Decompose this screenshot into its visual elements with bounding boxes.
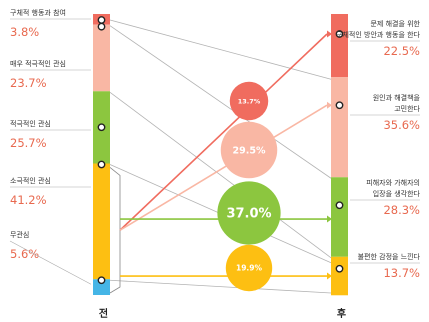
flow-arrowhead: [327, 215, 332, 223]
before-percent: 25.7%: [10, 136, 47, 150]
after-percent: 28.3%: [383, 203, 420, 217]
after-marker-dot: [335, 201, 344, 210]
connector-line: [109, 25, 332, 179]
before-marker-dot: [97, 276, 106, 285]
before-percent: 41.2%: [10, 193, 47, 207]
flow-bubble: [225, 244, 273, 292]
before-axis-label: 전: [99, 307, 108, 320]
before-marker-dot: [97, 160, 106, 169]
after-marker-dot: [335, 264, 344, 273]
before-leader-line: [9, 240, 92, 285]
flow-bubble-label: 13.7%: [238, 97, 261, 105]
flow-bubble: [217, 181, 281, 245]
after-bar-segment: [331, 77, 348, 178]
flow-bubble-label: 37.0%: [226, 207, 271, 222]
before-bar-segment: [93, 24, 110, 92]
flow-arrowhead: [327, 272, 332, 280]
flow-bubble-label: 19.9%: [236, 264, 263, 273]
after-category-label: 구체적인 방안과 행동을 한다: [336, 30, 421, 39]
after-marker-dot: [335, 101, 344, 110]
flow-arrowhead: [327, 101, 332, 109]
before-marker-dot: [97, 123, 106, 132]
flow-arrow-line: [119, 104, 328, 231]
before-category-label: 적극적인 관심: [10, 119, 51, 128]
after-axis-label: 후: [337, 307, 346, 320]
before-bar-segment: [93, 163, 110, 280]
after-percent: 13.7%: [383, 266, 420, 280]
after-bar-segment: [331, 256, 348, 296]
before-category-label: 구체적 행동과 참여: [10, 8, 66, 17]
after-percent: 35.6%: [383, 118, 420, 132]
after-percent: 22.5%: [383, 44, 420, 58]
after-category-label: 고민한다: [394, 104, 420, 113]
after-marker-dot: [335, 30, 344, 38]
before-marker-dot: [97, 22, 106, 31]
flow-bubble: [229, 81, 269, 121]
connector-line: [109, 279, 332, 294]
before-percent: 5.6%: [10, 247, 39, 261]
connector-line: [109, 91, 332, 259]
after-bar-segment: [331, 14, 348, 78]
flow-arrow-line: [119, 33, 328, 231]
after-category-label: 원인과 해결책을: [373, 93, 421, 102]
before-category-label: 무관심: [10, 230, 29, 239]
after-category-label: 피해자와 가해자의: [366, 178, 420, 187]
before-percent: 23.7%: [10, 76, 47, 90]
after-category-label: 입장을 생각한다: [373, 189, 421, 198]
before-category-label: 소극적인 관심: [10, 176, 51, 185]
after-category-label: 불편한 감정을 느낀다: [358, 252, 421, 261]
after-category-label: 문제 해결을 위한: [370, 19, 420, 28]
connector-line: [109, 19, 332, 80]
before-category-label: 매우 적극적인 관심: [10, 59, 66, 68]
flow-bubble-label: 29.5%: [233, 145, 266, 156]
flow-arrowhead: [327, 30, 332, 38]
before-marker-dot: [97, 16, 106, 24]
after-bar-segment: [331, 177, 348, 257]
bracket-line: [109, 167, 121, 294]
before-bar-segment: [93, 279, 110, 295]
flow-bubble: [220, 121, 278, 179]
before-percent: 3.8%: [10, 25, 39, 39]
